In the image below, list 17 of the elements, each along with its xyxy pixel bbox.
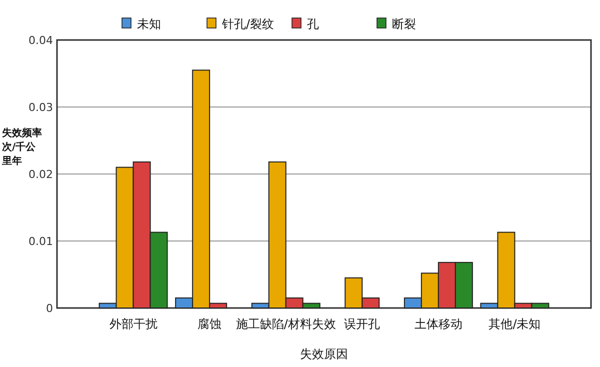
y-tick-label: 0	[46, 302, 53, 315]
x-axis-title: 失效原因	[300, 347, 348, 361]
legend-label: 针孔/裂纹	[221, 17, 274, 31]
x-tick-label: 误开孔	[344, 317, 380, 331]
x-tick-label: 腐蚀	[198, 317, 222, 331]
legend-label: 断裂	[392, 17, 416, 31]
y-tick-label: 0.04	[28, 34, 53, 47]
y-axis-title: 失效频率次/千公里年	[1, 127, 42, 167]
x-tick-label: 土体移动	[414, 317, 462, 331]
legend-label: 未知	[137, 17, 161, 31]
x-tick-label: 其他/未知	[488, 317, 541, 331]
y-tick-label: 0.02	[28, 168, 53, 181]
y-tick-label: 0.03	[28, 101, 53, 114]
x-tick-label: 外部干扰	[109, 317, 158, 331]
x-tick-label: 施工缺陷/材料失效	[236, 317, 336, 331]
legend-label: 孔	[307, 17, 319, 31]
y-tick-label: 0.01	[28, 235, 53, 248]
